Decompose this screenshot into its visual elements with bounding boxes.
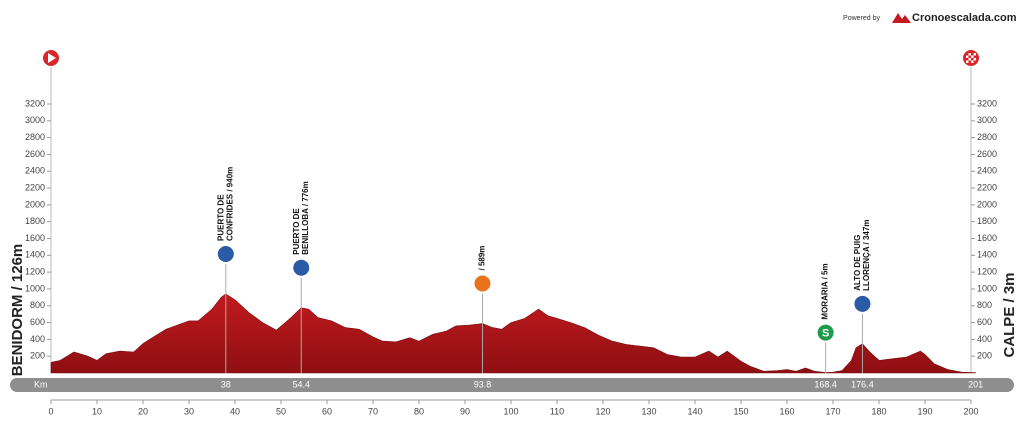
y-tick-label: 1200 (25, 267, 45, 277)
x-tick-label: 170 (825, 406, 840, 416)
y2-tick-label: 2000 (977, 199, 997, 209)
x-tick-label: 40 (230, 406, 240, 416)
y-tick-label: 2800 (25, 132, 45, 142)
marker-icon (852, 293, 873, 314)
y2-tick-label: 1600 (977, 233, 997, 243)
x-tick-label: 190 (917, 406, 932, 416)
x-tick-label: 180 (871, 406, 886, 416)
km-point-label: 54.4 (292, 379, 310, 389)
y2-tick-label: 1800 (977, 216, 997, 226)
start-icon (41, 48, 61, 68)
finish-label: CALPE / 3m (1001, 272, 1018, 357)
brand: Cronoescalada.com (912, 12, 1017, 24)
x-tick-label: 160 (779, 406, 794, 416)
powered-by: Powered by (843, 15, 880, 22)
start-label: BENIDORM / 126m (9, 244, 26, 377)
x-tick-label: 20 (138, 406, 148, 416)
marker-label: CONFRIDES / 940m (225, 167, 234, 241)
marker-icon (291, 257, 312, 278)
y2-tick-label: 2200 (977, 182, 997, 192)
marker-label: PUERTO DE (292, 208, 301, 255)
y2-tick-label: 2600 (977, 149, 997, 159)
x-tick-label: 110 (550, 406, 564, 416)
profile-area (50, 293, 976, 374)
y2-tick-label: 200 (977, 351, 992, 361)
marker-label: PUERTO DE (216, 194, 225, 241)
x-tick-label: 70 (368, 406, 378, 416)
km-point-label: 168.4 (814, 379, 837, 389)
y2-tick-label: 2800 (977, 132, 997, 142)
km-point-label: 201 (968, 379, 983, 389)
y2-tick-label: 1200 (977, 267, 997, 277)
km-point-label: 176.4 (851, 379, 874, 389)
x-tick-label: 120 (595, 406, 610, 416)
y-tick-label: 1600 (25, 233, 45, 243)
x-tick-label: 60 (322, 406, 332, 416)
marker-label: ALTO DE PUIG (853, 235, 862, 291)
y2-tick-label: 1000 (977, 283, 997, 293)
y2-tick-label: 800 (977, 300, 992, 310)
marker-icon-text: S (822, 327, 829, 339)
marker-label: LLORENÇA / 347m (862, 220, 871, 291)
marker-label: BENILLOBA / 776m (301, 181, 310, 255)
km-point-label: 93.8 (474, 379, 492, 389)
y2-tick-label: 2400 (977, 166, 997, 176)
y-tick-label: 400 (30, 334, 45, 344)
y-tick-label: 800 (30, 300, 45, 310)
x-tick-label: 50 (276, 406, 286, 416)
y-tick-label: 200 (30, 351, 45, 361)
km-point-label: 38 (221, 379, 231, 389)
y-tick-label: 1800 (25, 216, 45, 226)
finish-icon (961, 48, 981, 68)
x-tick-label: 200 (963, 406, 978, 416)
km-label: Km (34, 379, 48, 389)
y-tick-label: 2200 (25, 182, 45, 192)
x-tick-label: 10 (92, 406, 102, 416)
y-tick-label: 3000 (25, 115, 45, 125)
y-tick-label: 2600 (25, 149, 45, 159)
y-tick-label: 2000 (25, 199, 45, 209)
y-tick-label: 1000 (25, 283, 45, 293)
brand-logo (892, 13, 911, 23)
y-tick-label: 2400 (25, 166, 45, 176)
km-bar (10, 378, 1014, 392)
x-tick-label: 100 (503, 406, 518, 416)
x-tick-label: 130 (641, 406, 656, 416)
x-tick-label: 90 (460, 406, 470, 416)
x-tick-label: 0 (48, 406, 53, 416)
marker-icon (815, 322, 836, 343)
y2-tick-label: 3200 (977, 98, 997, 108)
y2-tick-label: 1400 (977, 250, 997, 260)
y-tick-label: 3200 (25, 98, 45, 108)
y2-tick-label: 600 (977, 317, 992, 327)
y-tick-label: 600 (30, 317, 45, 327)
marker-label: / 589m (478, 246, 487, 271)
y2-tick-label: 3000 (977, 115, 997, 125)
x-tick-label: 150 (733, 406, 748, 416)
y-tick-label: 1400 (25, 250, 45, 260)
y2-tick-label: 400 (977, 334, 992, 344)
marker-icon (472, 273, 493, 294)
x-tick-label: 140 (687, 406, 702, 416)
x-tick-label: 80 (414, 406, 424, 416)
x-tick-label: 30 (184, 406, 194, 416)
marker-icon (215, 243, 236, 264)
marker-label: MORARIA / 5m (821, 263, 830, 319)
